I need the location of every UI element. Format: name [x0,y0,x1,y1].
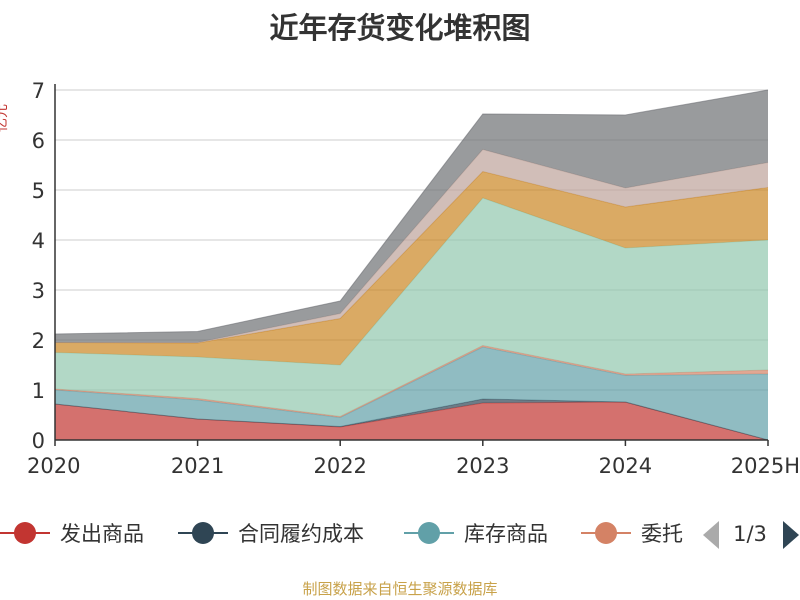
x-tick-label: 2023 [456,454,509,478]
area-series-group [54,89,769,441]
legend-marker [595,522,617,544]
legend-item-2[interactable]: 库存商品 [404,522,548,546]
area-series-6 [55,149,768,343]
legend-page-indicator: 1/3 [733,522,767,546]
legend-next-page-icon[interactable] [783,521,799,549]
legend: 发出商品 合同履约成本 库存商品 委托 1/3 [0,521,799,549]
y-tick-label: 0 [32,429,45,453]
y-tick-label: 3 [32,279,45,303]
legend-marker [418,522,440,544]
legend-label: 发出商品 [60,522,144,546]
y-tick-label: 6 [32,129,45,153]
axes: 0 1 2 3 4 5 6 7 2020 2021 2022 2023 2024 2025H [27,79,800,478]
area-series-5 [55,171,768,365]
y-tick-label: 5 [32,179,45,203]
area-series-4 [55,198,768,417]
x-tick-label: 2020 [27,454,80,478]
y-tick-label: 2 [32,329,45,353]
y-axis-label: 亿元 [0,104,10,132]
legend-label: 委托 [641,522,683,546]
legend-item-1[interactable]: 合同履约成本 [178,522,364,546]
area-series-7 [55,90,768,343]
legend-marker [14,522,36,544]
y-tick-label: 7 [32,79,45,103]
y-tick-label: 4 [32,229,45,253]
series-line-7 [54,89,769,335]
legend-label: 库存商品 [464,522,548,546]
area-series-2 [55,347,768,440]
source-note: 制图数据来自恒生聚源数据库 [302,580,497,598]
legend-label: 合同履约成本 [238,522,364,546]
legend-prev-page-icon[interactable] [703,521,719,549]
area-series-0 [55,402,768,440]
x-tick-label: 2021 [171,454,224,478]
x-tick-label: 2022 [313,454,366,478]
legend-marker [192,522,214,544]
legend-item-3[interactable]: 委托 [581,522,683,546]
legend-item-0[interactable]: 发出商品 [0,522,144,546]
x-tick-label: 2024 [599,454,652,478]
x-tick-label: 2025H [731,454,800,478]
y-tick-label: 1 [32,379,45,403]
chart-title: 近年存货变化堆积图 [269,11,530,45]
